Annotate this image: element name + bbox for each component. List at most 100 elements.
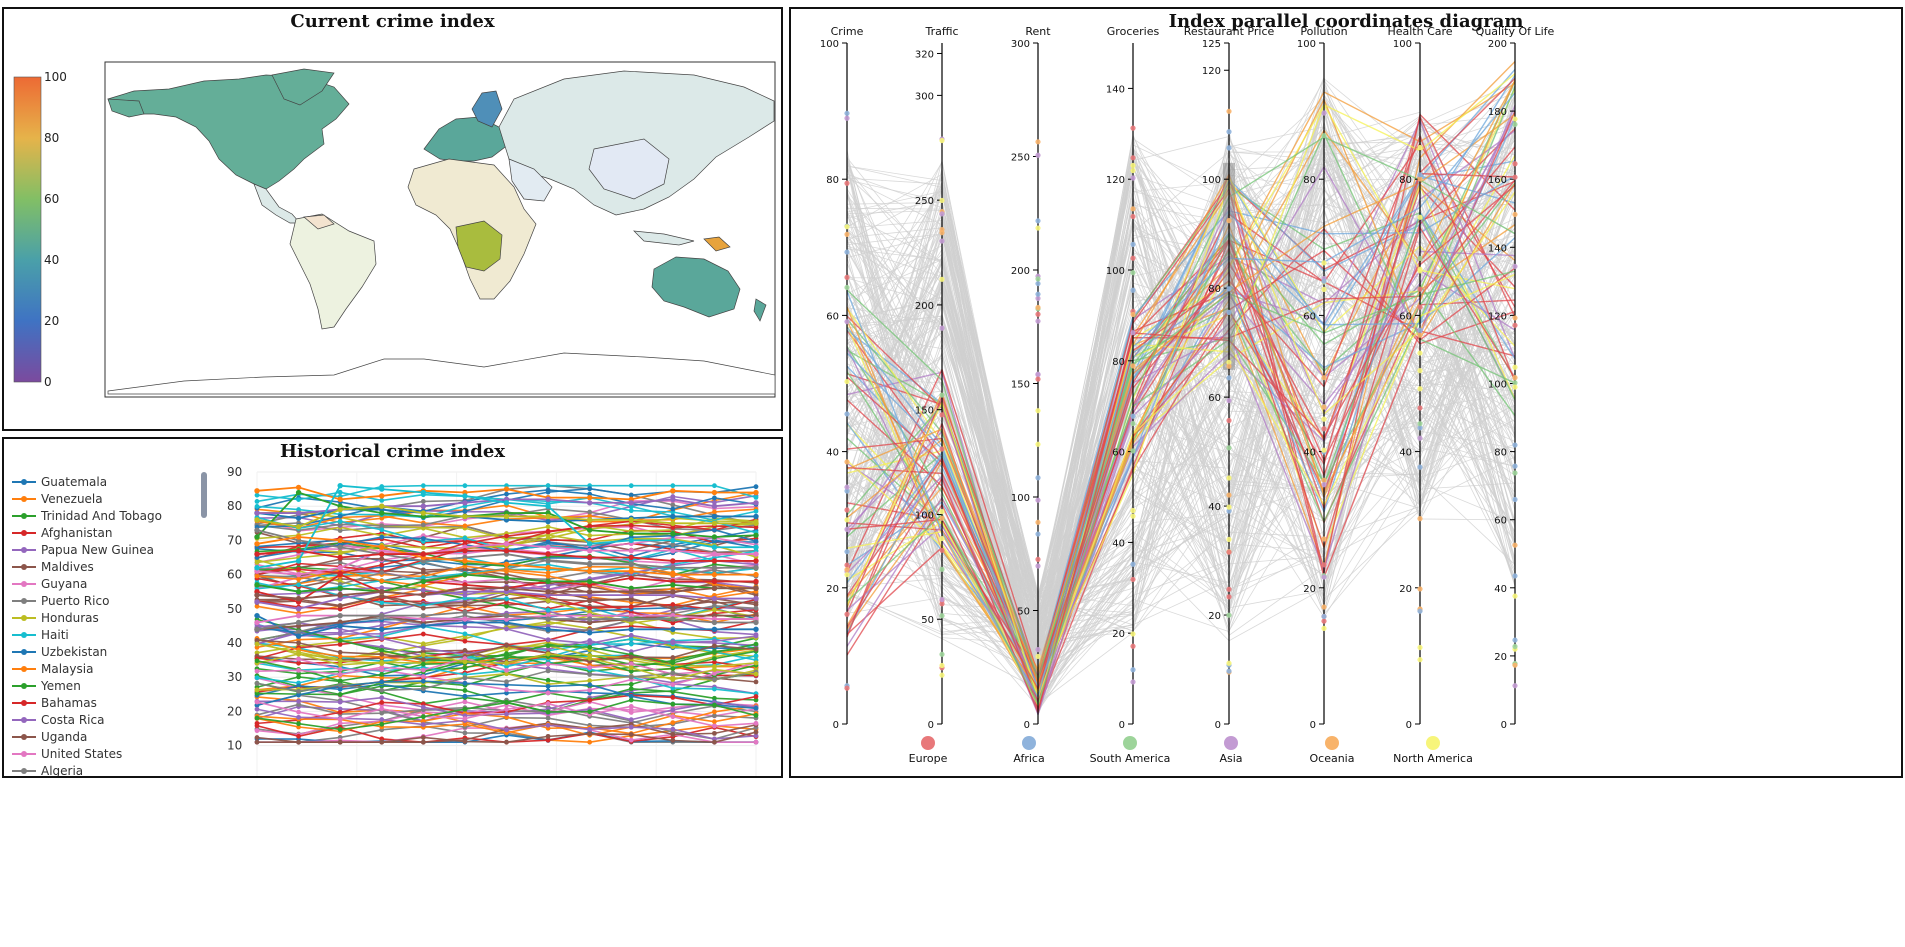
history-series-point[interactable] — [711, 595, 718, 602]
history-series-point[interactable] — [295, 612, 302, 619]
history-series-point[interactable] — [462, 609, 468, 615]
history-series-point[interactable] — [545, 518, 551, 525]
history-series-point[interactable] — [295, 589, 302, 595]
history-series-point[interactable] — [628, 568, 634, 574]
history-series-point[interactable] — [711, 558, 718, 564]
history-series-point[interactable] — [420, 592, 427, 598]
pc-legend-label[interactable]: Asia — [1219, 752, 1242, 765]
history-series-point[interactable] — [254, 488, 260, 494]
history-series-point[interactable] — [753, 551, 759, 557]
pc-legend-dot[interactable] — [1426, 736, 1440, 750]
history-series-point[interactable] — [337, 565, 343, 571]
history-series-point[interactable] — [670, 565, 676, 571]
legend-item-label[interactable]: Papua New Guinea — [41, 543, 154, 557]
legend-item-label[interactable]: Trinidad And Tobago — [40, 509, 162, 523]
history-series-point[interactable] — [295, 524, 302, 530]
pc-highlight-line[interactable] — [846, 134, 1516, 715]
pc-highlight-line[interactable] — [846, 80, 1516, 693]
history-series-point[interactable] — [586, 500, 593, 506]
legend-item-label[interactable]: United States — [41, 747, 122, 761]
history-series-point[interactable] — [420, 503, 427, 509]
history-series-point[interactable] — [670, 589, 676, 595]
history-series-point[interactable] — [628, 517, 634, 523]
history-series-point[interactable] — [545, 578, 551, 585]
pc-legend-dot[interactable] — [1123, 736, 1137, 750]
history-series-point[interactable] — [337, 612, 343, 619]
history-series-point[interactable] — [711, 544, 718, 550]
history-series-point[interactable] — [753, 500, 759, 506]
history-series-point[interactable] — [462, 547, 468, 554]
history-series-point[interactable] — [503, 541, 510, 547]
legend-item-label[interactable]: Afghanistan — [41, 526, 112, 540]
history-series-point[interactable] — [586, 578, 593, 585]
history-series-point[interactable] — [670, 558, 676, 564]
history-series-point[interactable] — [337, 554, 343, 561]
history-series-point[interactable] — [462, 500, 468, 506]
history-series-point[interactable] — [545, 616, 551, 622]
pc-legend-dot[interactable] — [921, 736, 935, 750]
pc-highlight-line[interactable] — [846, 184, 1516, 704]
history-series-point[interactable] — [337, 571, 343, 578]
history-series-point[interactable] — [711, 551, 718, 557]
history-series-point[interactable] — [462, 616, 468, 622]
history-series-point[interactable] — [670, 530, 676, 537]
history-series-point[interactable] — [295, 595, 302, 602]
history-series-point[interactable] — [670, 547, 676, 554]
history-series-point[interactable] — [753, 532, 759, 538]
history-series-point[interactable] — [254, 541, 260, 547]
history-series-point[interactable] — [753, 544, 759, 550]
history-series-point[interactable] — [670, 626, 676, 633]
history-series-point[interactable] — [711, 619, 718, 626]
history-series-point[interactable] — [462, 513, 468, 520]
history-series-point[interactable] — [379, 551, 385, 557]
pc-legend-dot[interactable] — [1224, 736, 1238, 750]
legend-item-label[interactable]: Malaysia — [41, 662, 93, 676]
history-series-point[interactable] — [337, 585, 343, 591]
history-series-point[interactable] — [420, 623, 427, 629]
history-series-point[interactable] — [254, 592, 260, 598]
pc-highlight-line[interactable] — [846, 213, 1516, 704]
history-series-point[interactable] — [337, 537, 343, 544]
history-series-point[interactable] — [503, 500, 510, 506]
crime-map[interactable]: 100 80 60 40 20 0 — [4, 9, 781, 429]
history-series-point[interactable] — [254, 582, 260, 588]
legend-item-label[interactable]: Costa Rica — [41, 713, 104, 727]
history-series-point[interactable] — [337, 482, 343, 489]
history-series-point[interactable] — [670, 520, 676, 526]
history-series-point[interactable] — [254, 599, 260, 605]
history-series-point[interactable] — [545, 626, 551, 633]
history-series-point[interactable] — [586, 541, 593, 547]
history-series-point[interactable] — [711, 565, 718, 571]
history-series-point[interactable] — [503, 547, 510, 554]
history-chart[interactable]: 90 80 70 60 50 40 30 20 10 Guatemala Venezuela Trin… — [4, 439, 781, 776]
history-series-point[interactable] — [711, 571, 718, 578]
history-series-point[interactable] — [586, 568, 593, 574]
legend-item-label[interactable]: Guyana — [41, 577, 87, 591]
history-series-point[interactable] — [337, 496, 343, 503]
history-series-point[interactable] — [545, 551, 551, 557]
pc-highlight-line[interactable] — [846, 172, 1516, 684]
history-series-point[interactable] — [295, 484, 302, 491]
legend-item-label[interactable]: Puerto Rico — [41, 594, 109, 608]
history-series-point[interactable] — [545, 496, 551, 503]
pc-legend-label[interactable]: Africa — [1013, 752, 1044, 765]
pc-highlight-line[interactable] — [846, 92, 1516, 699]
history-series-point[interactable] — [586, 554, 593, 561]
legend-scrollbar[interactable] — [201, 472, 207, 518]
history-series-point[interactable] — [628, 554, 634, 561]
legend-item-label[interactable]: Yemen — [40, 679, 81, 693]
history-series-point[interactable] — [753, 578, 759, 585]
history-series-point[interactable] — [503, 486, 510, 492]
pc-legend-dot[interactable] — [1022, 736, 1036, 750]
history-series-point[interactable] — [753, 595, 759, 602]
history-series-point[interactable] — [711, 534, 718, 540]
history-series-point[interactable] — [670, 496, 676, 503]
legend-item-label[interactable]: Bahamas — [41, 696, 97, 710]
history-series-point[interactable] — [753, 626, 759, 633]
history-series-point[interactable] — [254, 612, 260, 619]
history-series-point[interactable] — [753, 585, 759, 591]
history-series-point[interactable] — [753, 558, 759, 564]
history-series-point[interactable] — [628, 547, 634, 554]
history-series-point[interactable] — [379, 612, 385, 619]
history-series-point[interactable] — [586, 517, 593, 523]
